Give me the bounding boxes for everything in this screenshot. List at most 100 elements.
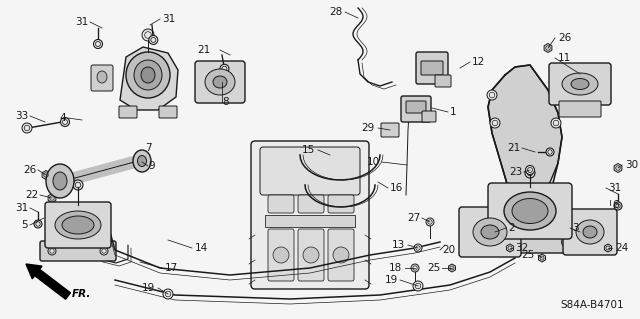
Polygon shape xyxy=(48,194,56,203)
FancyBboxPatch shape xyxy=(559,101,601,117)
Circle shape xyxy=(163,289,173,299)
Text: 9: 9 xyxy=(148,161,155,171)
Circle shape xyxy=(561,238,570,247)
Circle shape xyxy=(93,40,102,48)
Polygon shape xyxy=(544,43,552,53)
FancyBboxPatch shape xyxy=(435,75,451,87)
FancyBboxPatch shape xyxy=(459,207,521,257)
Text: 4: 4 xyxy=(60,113,66,123)
Circle shape xyxy=(100,247,108,255)
FancyBboxPatch shape xyxy=(381,123,399,137)
FancyArrow shape xyxy=(26,264,70,299)
Bar xyxy=(265,215,355,227)
Text: 21: 21 xyxy=(507,143,520,153)
Text: 5: 5 xyxy=(21,220,28,230)
Circle shape xyxy=(614,202,622,210)
Ellipse shape xyxy=(504,192,556,230)
Ellipse shape xyxy=(138,155,147,167)
Text: 6: 6 xyxy=(612,200,619,210)
FancyBboxPatch shape xyxy=(268,195,294,213)
Circle shape xyxy=(273,247,289,263)
Text: 14: 14 xyxy=(195,243,208,253)
Text: 31: 31 xyxy=(75,17,88,27)
FancyBboxPatch shape xyxy=(298,229,324,281)
FancyBboxPatch shape xyxy=(45,202,111,248)
Text: 21: 21 xyxy=(196,45,210,55)
Ellipse shape xyxy=(141,67,155,83)
Circle shape xyxy=(487,90,497,100)
Text: 12: 12 xyxy=(472,57,485,67)
Text: 32: 32 xyxy=(515,243,528,253)
Text: 20: 20 xyxy=(442,245,455,255)
FancyBboxPatch shape xyxy=(195,61,245,103)
Polygon shape xyxy=(488,65,562,187)
Text: 17: 17 xyxy=(165,263,179,273)
FancyBboxPatch shape xyxy=(549,63,611,105)
FancyBboxPatch shape xyxy=(328,229,354,281)
Circle shape xyxy=(303,247,319,263)
Ellipse shape xyxy=(133,150,151,172)
Text: 25: 25 xyxy=(427,263,440,273)
FancyBboxPatch shape xyxy=(251,141,369,289)
Circle shape xyxy=(149,35,158,44)
Text: 24: 24 xyxy=(615,243,628,253)
FancyBboxPatch shape xyxy=(260,147,360,195)
FancyBboxPatch shape xyxy=(416,52,448,84)
Circle shape xyxy=(61,117,70,127)
Circle shape xyxy=(546,148,554,156)
FancyBboxPatch shape xyxy=(91,65,113,91)
Text: 33: 33 xyxy=(15,111,28,121)
Polygon shape xyxy=(614,164,622,173)
Text: 22: 22 xyxy=(25,190,38,200)
Text: 2: 2 xyxy=(508,223,515,233)
Circle shape xyxy=(490,238,499,247)
Circle shape xyxy=(48,247,56,255)
FancyBboxPatch shape xyxy=(488,183,572,239)
Circle shape xyxy=(411,264,419,272)
Text: 27: 27 xyxy=(407,213,420,223)
Polygon shape xyxy=(605,244,611,252)
Ellipse shape xyxy=(53,172,67,190)
Circle shape xyxy=(414,244,422,252)
Ellipse shape xyxy=(473,218,507,246)
FancyBboxPatch shape xyxy=(298,195,324,213)
Text: 1: 1 xyxy=(450,107,456,117)
Ellipse shape xyxy=(97,71,107,83)
Ellipse shape xyxy=(576,220,604,244)
Text: 3: 3 xyxy=(572,223,579,233)
Circle shape xyxy=(220,64,229,73)
Text: 31: 31 xyxy=(162,14,175,24)
Text: 26: 26 xyxy=(23,165,36,175)
Circle shape xyxy=(22,123,32,133)
Text: 18: 18 xyxy=(388,263,402,273)
Text: 25: 25 xyxy=(522,250,535,260)
Ellipse shape xyxy=(46,164,74,198)
Text: S84A-B4701: S84A-B4701 xyxy=(560,300,623,310)
Circle shape xyxy=(34,220,42,228)
FancyBboxPatch shape xyxy=(406,101,426,113)
FancyBboxPatch shape xyxy=(480,231,580,253)
Circle shape xyxy=(490,118,500,128)
Text: 28: 28 xyxy=(329,7,342,17)
Ellipse shape xyxy=(481,225,499,239)
Circle shape xyxy=(426,218,434,226)
FancyBboxPatch shape xyxy=(421,61,443,75)
Circle shape xyxy=(142,29,154,41)
Polygon shape xyxy=(120,47,178,110)
Ellipse shape xyxy=(62,216,94,234)
Text: 23: 23 xyxy=(509,167,522,177)
Polygon shape xyxy=(538,254,545,262)
Ellipse shape xyxy=(512,198,548,224)
Text: 29: 29 xyxy=(362,123,375,133)
Circle shape xyxy=(551,118,561,128)
FancyBboxPatch shape xyxy=(401,96,431,122)
Ellipse shape xyxy=(583,226,597,238)
Text: 31: 31 xyxy=(15,203,28,213)
Ellipse shape xyxy=(571,78,589,90)
Text: 26: 26 xyxy=(558,33,572,43)
Text: 16: 16 xyxy=(390,183,403,193)
Ellipse shape xyxy=(134,60,162,90)
FancyBboxPatch shape xyxy=(159,106,177,118)
FancyBboxPatch shape xyxy=(268,229,294,281)
Circle shape xyxy=(525,168,535,178)
